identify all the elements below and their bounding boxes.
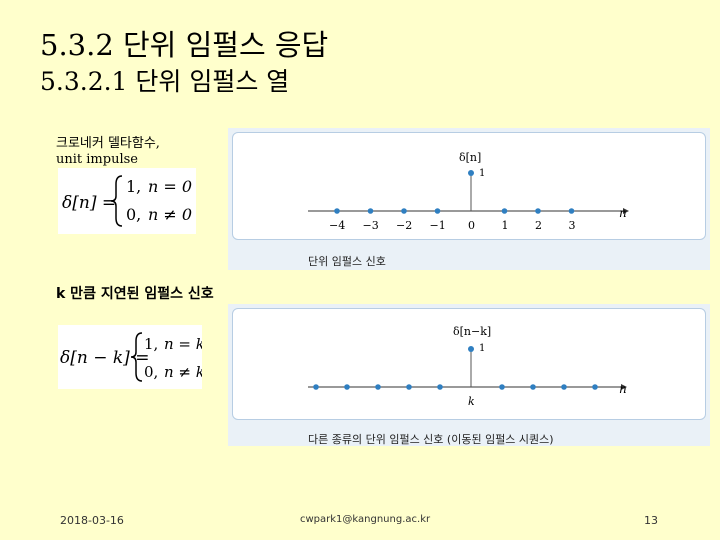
- unit-impulse-plot: n δ[n] 1 −4 −3 −2 −1 0 1 2 3: [308, 151, 629, 232]
- fig1-points: −4 −3 −2 −1 0 1 2 3: [329, 208, 576, 232]
- fig1-tick-label: 3: [569, 219, 576, 232]
- eq1-case1-cond: n = 0: [148, 177, 192, 196]
- fig1-y-label: δ[n]: [459, 151, 481, 164]
- fig2-value-label: 1: [479, 343, 485, 354]
- fig2-sample-marker: [499, 384, 505, 390]
- fig2-sample-marker: [561, 384, 567, 390]
- fig1-tick-label: 0: [468, 219, 475, 232]
- eq1-case2-value: 0,: [126, 205, 141, 224]
- fig2-sample-marker: [406, 384, 412, 390]
- slide-subtitle: 5.3.2.1 단위 임펄스 열: [40, 67, 290, 96]
- unit-impulse-equation: δ[n] = 1, n = 0 0, n ≠ 0: [58, 168, 196, 234]
- unit-impulse-plot-area: n δ[n] 1 −4 −3 −2 −1 0 1 2 3 단위 임펄스 신호: [232, 132, 706, 268]
- eq2-case1-value: 1,: [144, 335, 158, 353]
- eq1-lhs: δ[n] =: [62, 193, 116, 213]
- unit-impulse-equation-svg: δ[n] = 1, n = 0 0, n ≠ 0: [62, 175, 192, 227]
- fig2-tick-label-k: k: [468, 395, 475, 408]
- fig2-sample-marker: [592, 384, 598, 390]
- fig1-tick-label: −2: [396, 219, 412, 232]
- fig1-sample-marker: [568, 208, 575, 214]
- fig1-sample-marker: [367, 208, 374, 214]
- eq1-brace: [110, 175, 123, 227]
- eq1-case2-cond: n ≠ 0: [148, 205, 192, 224]
- footer-page-number: 13: [644, 514, 658, 527]
- fig1-tick-label: 1: [502, 219, 509, 232]
- fig2-caption: 다른 종류의 단위 임펄스 신호 (이동된 임펄스 시퀀스): [308, 433, 554, 446]
- fig1-value-label: 1: [479, 168, 485, 179]
- fig2-points: [313, 384, 598, 390]
- footer-email: cwpark1@kangnung.ac.kr: [300, 514, 431, 525]
- fig1-caption: 단위 임펄스 신호: [308, 255, 386, 268]
- fig2-axis-arrow: [621, 384, 627, 390]
- eq1-case1-value: 1,: [126, 177, 141, 196]
- fig1-tick-label: −1: [430, 219, 446, 232]
- fig1-sample-marker: [401, 208, 407, 214]
- kronecker-label-line1: 크로네커 델타함수,: [56, 136, 160, 151]
- fig2-impulse-marker: [468, 346, 474, 352]
- fig2-y-label: δ[n−k]: [453, 325, 491, 338]
- kronecker-label-line2: unit impulse: [56, 152, 138, 167]
- fig2-sample-marker: [375, 384, 381, 390]
- shifted-impulse-plot-area: n δ[n−k] 1 k 다른 종류의 단위 임펄스 신호 (이동된 임펄스 시…: [232, 308, 706, 446]
- fig2-sample-marker: [530, 384, 536, 390]
- footer-date: 2018-03-16: [60, 514, 124, 527]
- slide-title: 5.3.2 단위 임펄스 응답: [40, 28, 329, 62]
- fig2-sample-marker: [313, 384, 319, 390]
- fig1-sample-marker: [501, 208, 508, 214]
- shifted-impulse-equation: δ[n − k] = 1, n = k 0, n ≠ k: [58, 325, 205, 389]
- fig1-sample-marker: [334, 208, 340, 214]
- fig1-axis-label: n: [619, 206, 627, 220]
- delayed-impulse-label: k 만큼 지연된 임펄스 신호: [56, 286, 214, 302]
- shifted-impulse-equation-svg: δ[n − k] = 1, n = k 0, n ≠ k: [60, 332, 205, 382]
- fig1-sample-marker: [434, 208, 441, 214]
- fig1-impulse-marker: [468, 170, 474, 176]
- unit-impulse-figure: n δ[n] 1 −4 −3 −2 −1 0 1 2 3 단위 임펄스 신호: [228, 128, 710, 270]
- fig2-sample-marker: [344, 384, 350, 390]
- fig1-axis-arrow: [623, 208, 629, 214]
- fig1-tick-label: −4: [329, 219, 345, 232]
- fig2-axis-label: n: [619, 382, 627, 396]
- eq2-case2-cond: n ≠ k: [164, 363, 202, 381]
- eq2-lhs: δ[n − k] =: [60, 348, 149, 368]
- fig1-sample-marker: [535, 208, 541, 214]
- shifted-impulse-figure: n δ[n−k] 1 k 다른 종류의 단위 임펄스 신호 (이동된 임펄스 시…: [228, 304, 710, 446]
- eq2-case1-cond: n = k: [164, 335, 202, 353]
- shifted-impulse-plot: n δ[n−k] 1 k: [308, 325, 627, 408]
- eq2-brace: [130, 332, 143, 382]
- fig2-sample-marker: [437, 384, 443, 390]
- eq2-case2-value: 0,: [144, 363, 158, 381]
- fig1-tick-label: −3: [363, 219, 379, 232]
- kronecker-label: 크로네커 델타함수, unit impulse: [56, 136, 160, 168]
- fig1-tick-label: 2: [535, 219, 542, 232]
